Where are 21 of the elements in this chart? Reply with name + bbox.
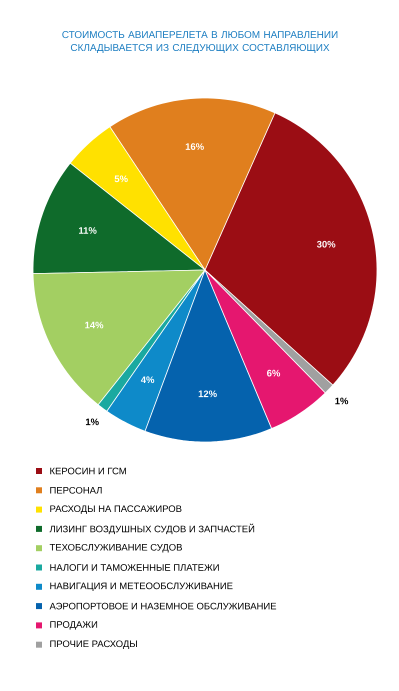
legend-label: ЛИЗИНГ ВОЗДУШНЫХ СУДОВ И ЗАПЧАСТЕЙ	[50, 524, 254, 534]
data-label: 16%	[186, 143, 204, 150]
data-label: 14%	[85, 322, 104, 328]
data-label: 5%	[114, 175, 128, 182]
chart-title: СТОИМОСТЬ АВИАПЕРЕЛЕТА В ЛЮБОМ НАПРАВЛЕНИИ СКЛАДЫВАЕТСЯ ИЗ СЛЕДУЮЩИХ СОСТАВЛЯЮЩИХ	[62, 31, 338, 53]
legend-label: ТЕХОБСЛУЖИВАНИЕ СУДОВ	[50, 544, 182, 552]
legend-label: ПРОДАЖИ	[50, 621, 98, 630]
legend-label: НАВИГАЦИЯ И МЕТЕООБСЛУЖИВАНИЕ	[50, 582, 233, 592]
legend-label: НАЛОГИ И ТАМОЖЕННЫЕ ПЛАТЕЖИ	[50, 564, 219, 571]
data-label: 1%	[86, 418, 99, 426]
data-label: 12%	[198, 390, 217, 398]
legend-label: ПЕРСОНАЛ	[50, 486, 102, 494]
data-label: 6%	[267, 370, 280, 376]
legend-label: ПРОЧИЕ РАСХОДЫ	[50, 640, 137, 649]
data-label: 30%	[316, 240, 336, 248]
data-label: 1%	[335, 398, 348, 404]
data-label: 11%	[79, 227, 97, 234]
legend-label: КЕРОСИН И ГСМ	[50, 468, 126, 474]
legend-label: РАСХОДЫ НА ПАССАЖИРОВ	[50, 505, 182, 514]
data-label: 4%	[140, 376, 154, 384]
legend-label: АЭРОПОРТОВОЕ И НАЗЕМНОЕ ОБСЛУЖИВАНИЕ	[50, 602, 276, 610]
